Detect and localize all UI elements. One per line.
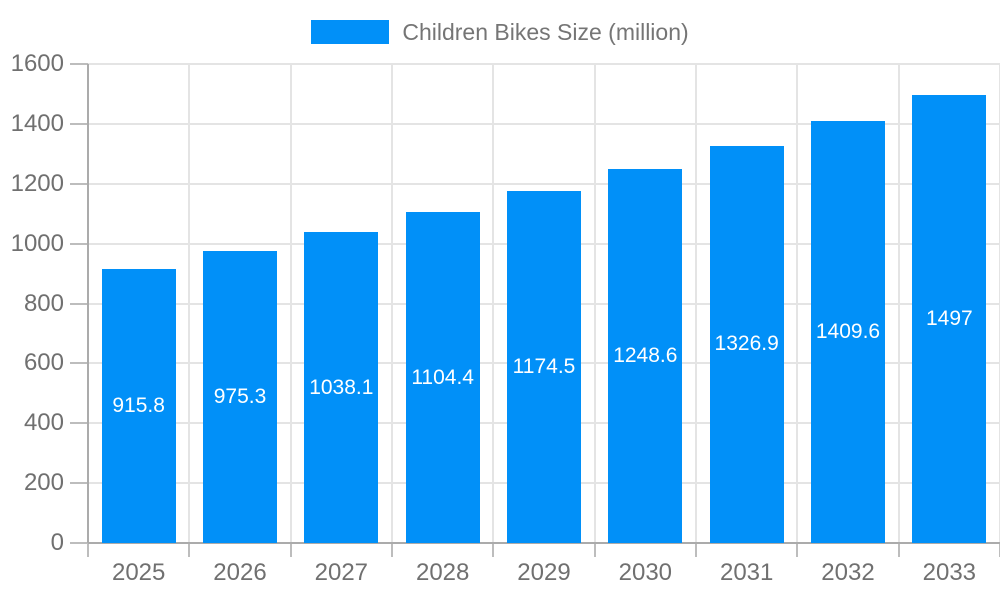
bar[interactable]: 975.3 [203,251,277,543]
x-axis-tick [492,543,495,557]
bar-value-label: 915.8 [112,393,165,417]
bar[interactable]: 1497 [912,94,987,543]
x-gridline [188,64,191,543]
legend-swatch-icon [311,20,390,44]
x-axis-label: 2030 [618,559,673,586]
x-gridline [492,64,495,543]
y-axis-tick [70,242,88,245]
x-axis-label: 2028 [415,559,470,586]
y-gridline [88,182,1000,185]
x-axis-tick [188,543,191,557]
x-axis-label: 2029 [517,559,571,586]
y-axis-label: 600 [23,349,64,377]
bar[interactable]: 1174.5 [507,191,581,543]
bar-value-label: 1409.6 [815,319,881,343]
bar[interactable]: 1409.6 [811,121,885,543]
y-axis-tick [70,542,88,544]
y-axis-label: 200 [23,469,64,497]
bar[interactable]: 1326.9 [709,145,784,543]
x-axis-tick [87,543,89,557]
y-axis-tick [70,63,88,65]
x-axis-tick [796,543,799,557]
bar-value-label: 1174.5 [512,355,576,379]
bar[interactable]: 1104.4 [405,212,480,543]
x-axis-label: 2026 [213,559,267,586]
y-axis-label: 400 [23,409,64,437]
legend-item[interactable]: Children Bikes Size (million) [0,18,1000,46]
y-axis-tick [70,182,88,185]
x-axis-tick [593,543,596,557]
x-axis-tick [289,543,292,557]
x-axis-tick [897,543,900,557]
x-gridline [289,64,292,543]
y-axis-tick [70,482,88,485]
y-axis-tick [70,122,88,125]
x-axis-tick [695,543,697,557]
x-gridline [796,64,799,543]
y-axis-line [87,64,89,543]
y-gridline [88,122,1000,125]
bar-value-label: 1326.9 [714,332,779,356]
x-gridline [593,64,596,543]
x-axis-label: 2025 [111,559,166,586]
y-axis-tick [70,302,88,305]
x-axis-label: 2031 [719,559,774,586]
y-axis-label: 0 [50,529,64,556]
y-axis-label: 800 [23,289,64,317]
x-gridline [897,64,900,543]
x-gridline [695,64,697,543]
x-axis-label: 2033 [922,559,977,586]
bar-value-label: 1248.6 [613,344,678,368]
y-axis-tick [70,422,88,425]
x-gridline [391,64,393,543]
x-axis-tick [391,543,393,557]
bar[interactable]: 1038.1 [304,232,379,543]
bar-value-label: 1038.1 [309,375,374,399]
legend-label: Children Bikes Size (million) [402,19,689,45]
y-axis-label: 1000 [10,229,64,257]
bar-value-label: 1104.4 [411,365,474,389]
bar[interactable]: 915.8 [101,268,176,543]
y-gridline [88,63,1000,65]
bar[interactable]: 1248.6 [608,169,683,543]
bar-value-label: 975.3 [213,385,267,408]
y-axis-label: 1400 [10,109,64,137]
y-axis-label: 1200 [10,169,64,197]
x-axis-line [88,542,1000,544]
x-axis-label: 2032 [821,559,875,586]
y-axis-tick [70,362,88,365]
x-axis-label: 2027 [314,559,369,586]
y-axis-label: 1600 [10,50,64,77]
bar-value-label: 1497 [925,306,973,330]
